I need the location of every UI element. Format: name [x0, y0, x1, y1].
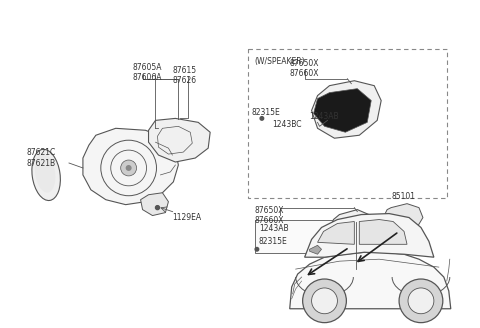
Circle shape	[120, 160, 137, 176]
Polygon shape	[290, 252, 451, 309]
Text: 85101: 85101	[391, 192, 415, 201]
Polygon shape	[141, 193, 168, 215]
Polygon shape	[383, 204, 423, 232]
Circle shape	[156, 206, 159, 210]
Text: 87650X
87660X: 87650X 87660X	[290, 59, 319, 78]
Ellipse shape	[35, 153, 55, 193]
Bar	[255, 219, 333, 253]
Circle shape	[312, 288, 337, 314]
Text: 1243AB: 1243AB	[310, 113, 339, 121]
Polygon shape	[310, 245, 322, 254]
Circle shape	[260, 117, 264, 120]
Ellipse shape	[32, 149, 60, 200]
Circle shape	[302, 279, 347, 323]
Circle shape	[408, 288, 434, 314]
Text: (W/SPEAKER): (W/SPEAKER)	[254, 57, 304, 66]
Polygon shape	[312, 81, 381, 138]
Bar	[248, 49, 447, 198]
Text: 87621C
87621B: 87621C 87621B	[26, 148, 56, 168]
Circle shape	[126, 165, 132, 171]
Circle shape	[255, 248, 259, 251]
Polygon shape	[83, 128, 179, 205]
Text: 1243AB: 1243AB	[259, 224, 288, 234]
Polygon shape	[318, 221, 354, 244]
Polygon shape	[148, 118, 210, 162]
Text: 1243BC: 1243BC	[272, 120, 301, 129]
Text: 82315E: 82315E	[252, 109, 281, 117]
Text: 1129EA: 1129EA	[172, 213, 202, 222]
Text: 87650X
87660X: 87650X 87660X	[255, 206, 285, 225]
Text: 87605A
87606A: 87605A 87606A	[132, 63, 162, 82]
Polygon shape	[305, 214, 434, 257]
Polygon shape	[360, 219, 407, 244]
Text: 87615
87626: 87615 87626	[172, 66, 196, 85]
Text: 82315E: 82315E	[259, 237, 288, 246]
Polygon shape	[313, 89, 371, 132]
Polygon shape	[329, 210, 377, 247]
Circle shape	[399, 279, 443, 323]
